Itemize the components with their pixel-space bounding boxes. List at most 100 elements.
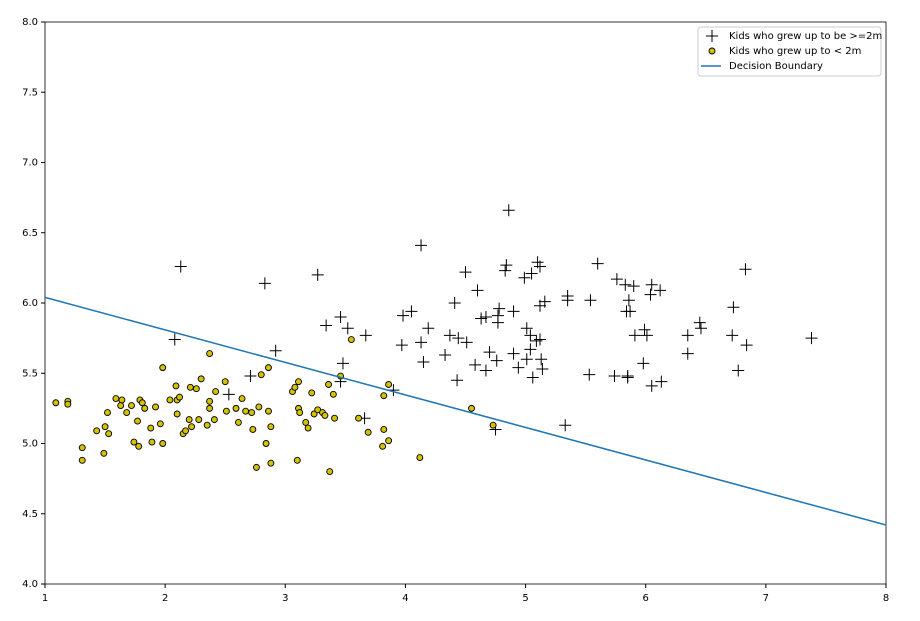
plus-point xyxy=(448,297,461,309)
plus-point xyxy=(483,346,496,359)
plus-point xyxy=(469,358,482,371)
plus-point xyxy=(732,364,745,377)
circle-point xyxy=(326,468,334,476)
circle-point xyxy=(138,399,146,407)
plus-point xyxy=(443,329,456,342)
circle-point xyxy=(186,383,194,391)
y-tick-label: 6.5 xyxy=(22,228,38,239)
plus-point xyxy=(395,339,408,352)
x-tick-label: 2 xyxy=(162,593,168,604)
circle-point xyxy=(232,404,240,412)
plus-point xyxy=(644,288,657,301)
circle-point xyxy=(379,442,387,450)
plus-point xyxy=(500,259,513,272)
plus-point xyxy=(726,329,739,342)
y-tick-label: 8.0 xyxy=(22,17,38,28)
circle-point xyxy=(188,423,196,431)
circle-point xyxy=(267,423,275,431)
plus-point xyxy=(655,375,668,388)
circle-point xyxy=(265,364,272,372)
plus-point xyxy=(222,388,235,401)
circle-point xyxy=(321,411,329,419)
plus-point xyxy=(559,419,572,432)
circle-point xyxy=(172,382,180,390)
plus-point xyxy=(535,353,548,366)
plus-point xyxy=(584,294,597,307)
circle-point xyxy=(100,449,108,457)
circle-point xyxy=(176,393,184,401)
legend-label: Kids who grew up to < 2m xyxy=(729,46,861,57)
plus-point xyxy=(638,323,651,336)
circle-point xyxy=(141,404,149,412)
plus-point xyxy=(627,280,640,293)
plus-point xyxy=(493,302,506,315)
legend-label: Kids who grew up to be >=2m xyxy=(729,31,882,42)
circle-point xyxy=(265,407,272,415)
circle-point xyxy=(489,421,497,429)
plus-point xyxy=(258,277,271,290)
plus-point xyxy=(397,309,410,322)
y-tick-label: 4.0 xyxy=(22,579,38,590)
plus-point xyxy=(415,336,428,349)
plus-point xyxy=(654,284,667,297)
plus-point xyxy=(471,284,484,297)
y-tick-label: 7.0 xyxy=(22,158,38,169)
plus-point xyxy=(583,368,596,381)
circle-point xyxy=(212,388,220,395)
plus-point xyxy=(525,267,538,280)
circle-point xyxy=(147,424,155,432)
legend-marker xyxy=(708,47,716,55)
circle-point xyxy=(302,418,310,426)
circle-point xyxy=(197,375,205,383)
circle-point xyxy=(64,400,72,408)
plus-point xyxy=(479,364,492,377)
plus-point xyxy=(269,344,282,357)
circle-point xyxy=(385,437,393,445)
plus-point xyxy=(459,266,472,279)
circle-point xyxy=(380,426,388,433)
plus-point xyxy=(561,294,574,307)
circle-point xyxy=(78,444,86,452)
circle-point xyxy=(156,420,164,428)
circle-point xyxy=(173,410,181,418)
plus-point xyxy=(681,347,694,360)
plus-point xyxy=(244,370,257,383)
plus-point xyxy=(622,294,635,307)
line-series xyxy=(44,296,887,526)
plus-point xyxy=(524,329,537,342)
plus-point xyxy=(499,264,512,277)
plus-point xyxy=(512,361,525,374)
circle-point xyxy=(93,427,101,435)
plus-point xyxy=(520,353,533,366)
circle-point xyxy=(296,409,304,417)
plus-point xyxy=(507,347,520,360)
plus-point xyxy=(439,348,452,361)
plus-point xyxy=(740,339,753,352)
circle-point xyxy=(416,454,424,461)
circle-point xyxy=(206,404,214,412)
y-tick-label: 7.5 xyxy=(22,87,38,98)
plus-point xyxy=(174,260,187,273)
plus-point xyxy=(608,370,621,383)
circle-point xyxy=(355,414,363,422)
circle-point xyxy=(293,456,301,464)
plus-point xyxy=(502,204,515,217)
x-tick-label: 1 xyxy=(42,593,48,604)
y-tick-label: 5.0 xyxy=(22,439,38,450)
circle-point xyxy=(304,424,312,432)
circle-point xyxy=(253,463,260,471)
circle-point xyxy=(206,397,214,405)
circle-point xyxy=(234,418,242,426)
plus-point xyxy=(681,329,694,342)
y-tick-label: 5.5 xyxy=(22,368,38,379)
circle-point xyxy=(134,417,141,425)
plus-point xyxy=(311,268,324,281)
circle-point xyxy=(117,402,125,410)
plus-point xyxy=(417,356,430,369)
x-tick-label: 6 xyxy=(643,593,649,604)
circle-point xyxy=(331,414,338,422)
circle-point xyxy=(159,364,167,372)
plus-point xyxy=(479,311,492,324)
circle-point xyxy=(118,396,126,404)
